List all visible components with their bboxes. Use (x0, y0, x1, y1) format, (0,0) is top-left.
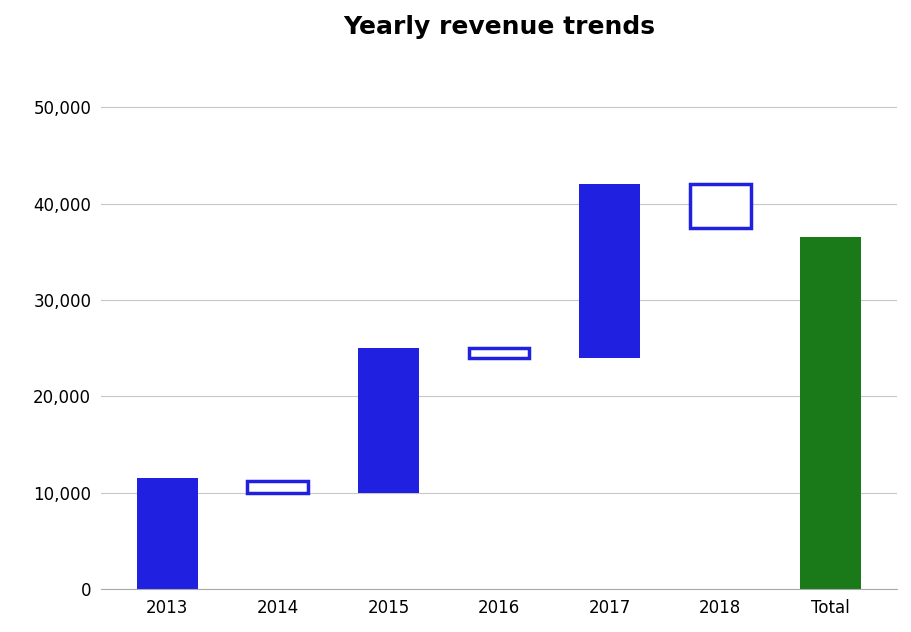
Bar (247, 482, 308, 493)
Bar (578, 185, 640, 358)
Bar (137, 478, 198, 589)
Bar (689, 185, 750, 228)
Bar (468, 348, 528, 358)
Bar (358, 348, 418, 493)
Title: Yearly revenue trends: Yearly revenue trends (343, 15, 654, 39)
Bar (799, 238, 860, 589)
